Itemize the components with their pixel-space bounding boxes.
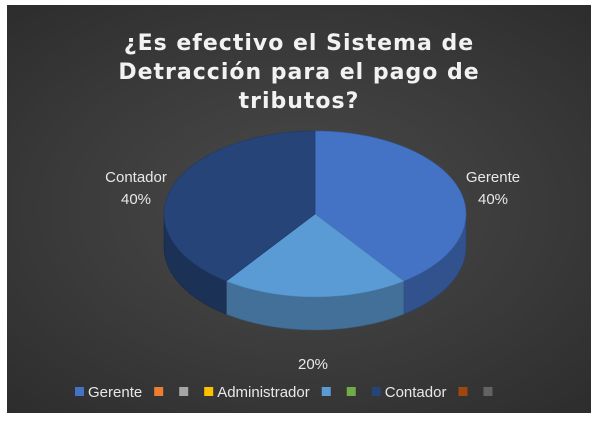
legend-label: Administrador [217,384,310,401]
legend-swatch [75,387,84,396]
data-label-contador: Contador [105,169,167,186]
legend-swatch [179,387,189,396]
data-label-pct-administrador: 20% [298,356,328,373]
legend-swatch [483,387,493,396]
legend-item-gerente: Gerente [75,384,142,401]
chart-title-line-2: Detracción para el pago de [118,60,480,85]
chart-title-line-1: ¿Es efectivo el Sistema de [123,31,475,56]
legend-item-contador: Contador [371,384,447,401]
legend-item-5 [346,387,356,396]
chart-title: ¿Es efectivo el Sistema de Detracción pa… [7,29,591,116]
pie-chart: Gerente 40% 20% Contador 40% Gerente Administ… [75,130,520,401]
chart-area: ¿Es efectivo el Sistema de Detracción pa… [7,5,591,413]
legend-label: Contador [385,384,447,401]
legend-item-4 [321,387,331,396]
legend-item-1 [154,387,164,396]
legend-swatch [204,387,214,396]
data-labels: Gerente 40% 20% Contador 40% [105,169,520,373]
legend-item-7 [458,387,468,396]
legend-swatch [458,387,468,396]
pie-slices [163,130,467,298]
legend-swatch [371,387,381,396]
chart-title-line-3: tributos? [238,89,360,114]
legend: Gerente Administrador Contador [75,384,493,401]
legend-item-2 [179,387,189,396]
legend-swatch [321,387,331,396]
data-label-pct-contador: 40% [121,191,151,208]
legend-item-administrador: Administrador [204,384,310,401]
legend-item-8 [483,387,493,396]
pie-slice-contador [163,130,316,282]
pie-slice-administrador [225,213,405,298]
pie-slice-gerente [314,130,467,282]
legend-swatch [154,387,164,396]
legend-label: Gerente [88,384,142,401]
data-label-pct-gerente: 40% [478,191,508,208]
data-label-gerente: Gerente [466,169,520,186]
legend-swatch [346,387,356,396]
